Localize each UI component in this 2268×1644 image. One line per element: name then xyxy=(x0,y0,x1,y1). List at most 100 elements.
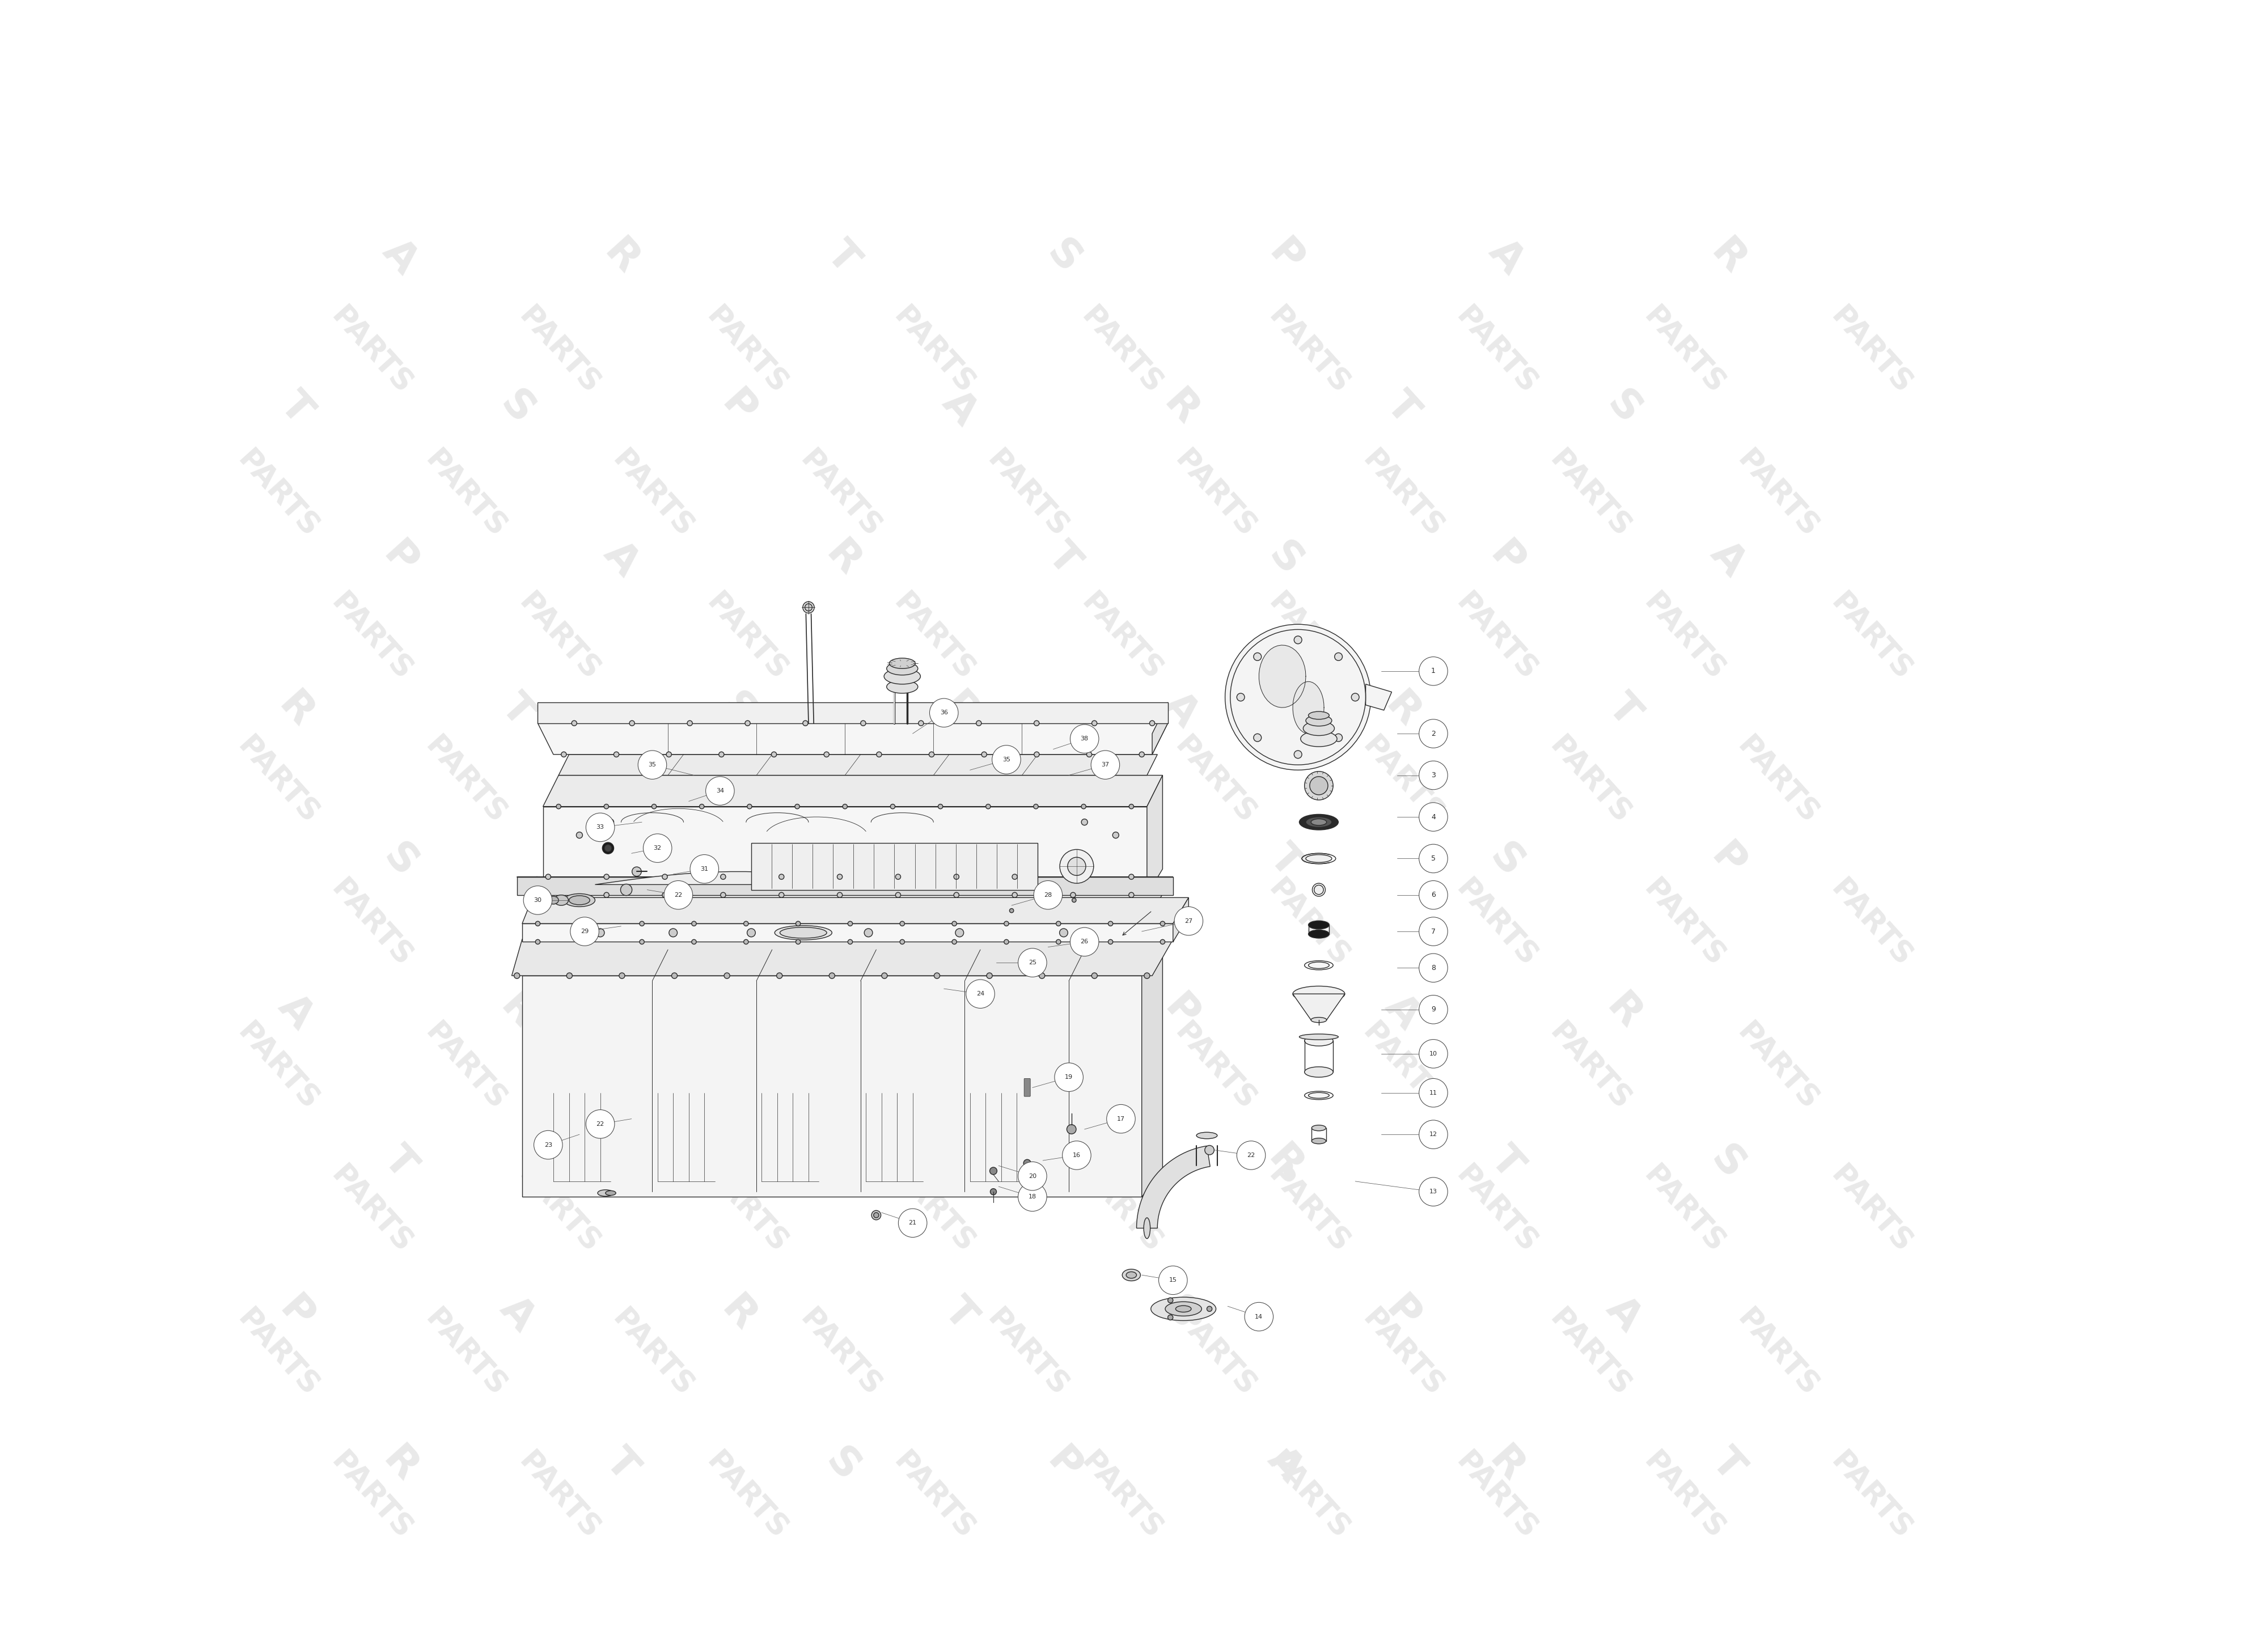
Text: 16: 16 xyxy=(1073,1152,1080,1157)
Polygon shape xyxy=(522,924,1173,942)
Circle shape xyxy=(900,921,905,926)
Circle shape xyxy=(1034,804,1039,809)
Text: S: S xyxy=(376,837,424,884)
Circle shape xyxy=(848,921,853,926)
Text: PARTS: PARTS xyxy=(980,732,1073,830)
Circle shape xyxy=(1420,1120,1447,1149)
Text: PARTS: PARTS xyxy=(1542,446,1635,544)
Text: A: A xyxy=(492,1289,542,1338)
Circle shape xyxy=(955,893,959,898)
Text: 15: 15 xyxy=(1168,1277,1177,1282)
Circle shape xyxy=(547,1133,560,1146)
Text: PARTS: PARTS xyxy=(513,302,606,399)
Circle shape xyxy=(1313,884,1325,894)
Circle shape xyxy=(1018,1162,1048,1190)
Text: S: S xyxy=(1039,233,1089,281)
Circle shape xyxy=(1018,1182,1048,1212)
Text: PARTS: PARTS xyxy=(1075,302,1168,399)
Text: A: A xyxy=(596,534,646,584)
Polygon shape xyxy=(522,898,1188,924)
Circle shape xyxy=(987,973,993,978)
Circle shape xyxy=(991,745,1021,774)
Circle shape xyxy=(882,973,887,978)
Circle shape xyxy=(1420,802,1447,832)
Circle shape xyxy=(601,1118,610,1126)
Circle shape xyxy=(687,720,692,725)
Text: PARTS: PARTS xyxy=(1168,1018,1261,1116)
Text: A: A xyxy=(934,383,984,432)
Ellipse shape xyxy=(1306,715,1331,727)
Circle shape xyxy=(1420,1078,1447,1106)
Circle shape xyxy=(1150,720,1154,725)
Ellipse shape xyxy=(1304,1067,1334,1077)
Circle shape xyxy=(1304,771,1334,801)
Circle shape xyxy=(1420,881,1447,909)
Polygon shape xyxy=(594,871,882,884)
Circle shape xyxy=(721,875,726,880)
Text: 38: 38 xyxy=(1080,737,1089,741)
Ellipse shape xyxy=(553,894,569,906)
Circle shape xyxy=(778,875,785,880)
Text: A: A xyxy=(270,988,320,1037)
Text: P: P xyxy=(272,1291,320,1338)
Text: 11: 11 xyxy=(1429,1090,1438,1095)
Circle shape xyxy=(549,1136,558,1144)
Circle shape xyxy=(796,939,801,944)
Text: PARTS: PARTS xyxy=(606,446,699,544)
Text: PARTS: PARTS xyxy=(1823,589,1916,687)
Text: 27: 27 xyxy=(1184,919,1193,924)
Circle shape xyxy=(953,921,957,926)
Ellipse shape xyxy=(1150,1297,1216,1320)
Circle shape xyxy=(596,929,603,937)
Circle shape xyxy=(1005,921,1009,926)
Circle shape xyxy=(535,921,540,926)
Circle shape xyxy=(837,893,841,898)
Circle shape xyxy=(1420,995,1447,1024)
Circle shape xyxy=(587,939,592,944)
Circle shape xyxy=(1204,1146,1213,1154)
Circle shape xyxy=(1012,875,1018,880)
Circle shape xyxy=(1070,927,1098,957)
Circle shape xyxy=(796,921,801,926)
Text: P: P xyxy=(1039,1440,1089,1489)
Circle shape xyxy=(1139,751,1145,756)
Circle shape xyxy=(848,939,853,944)
Text: R: R xyxy=(374,1440,424,1489)
Circle shape xyxy=(637,751,667,779)
Circle shape xyxy=(1023,1159,1032,1167)
Text: S: S xyxy=(596,1139,646,1187)
Text: PARTS: PARTS xyxy=(324,589,417,687)
Circle shape xyxy=(608,819,615,825)
Text: A: A xyxy=(1259,1440,1311,1489)
Polygon shape xyxy=(1152,702,1168,755)
Ellipse shape xyxy=(1175,1305,1191,1312)
Text: PARTS: PARTS xyxy=(1449,1447,1542,1545)
Circle shape xyxy=(1091,973,1098,978)
Text: 22: 22 xyxy=(674,893,683,898)
Circle shape xyxy=(1114,832,1118,838)
Circle shape xyxy=(1109,939,1114,944)
Circle shape xyxy=(667,751,671,756)
Circle shape xyxy=(1034,881,1061,909)
Text: PARTS: PARTS xyxy=(1637,589,1730,687)
Circle shape xyxy=(603,804,608,809)
Text: PARTS: PARTS xyxy=(1542,1018,1635,1116)
Text: PARTS: PARTS xyxy=(606,1304,699,1402)
Circle shape xyxy=(1352,694,1359,700)
Text: 31: 31 xyxy=(701,866,708,871)
Text: 23: 23 xyxy=(544,1143,551,1148)
Circle shape xyxy=(692,921,696,926)
Ellipse shape xyxy=(887,663,919,676)
Text: 8: 8 xyxy=(1431,963,1436,972)
Text: PARTS: PARTS xyxy=(1261,1447,1354,1545)
Circle shape xyxy=(1309,776,1327,794)
Circle shape xyxy=(1254,733,1261,741)
Circle shape xyxy=(844,804,848,809)
Polygon shape xyxy=(1259,644,1306,707)
Text: PARTS: PARTS xyxy=(1356,1304,1449,1402)
Circle shape xyxy=(871,1210,880,1220)
Text: P: P xyxy=(1377,1291,1427,1338)
Text: PARTS: PARTS xyxy=(887,875,980,973)
Circle shape xyxy=(1012,893,1018,898)
Text: PARTS: PARTS xyxy=(324,302,417,399)
